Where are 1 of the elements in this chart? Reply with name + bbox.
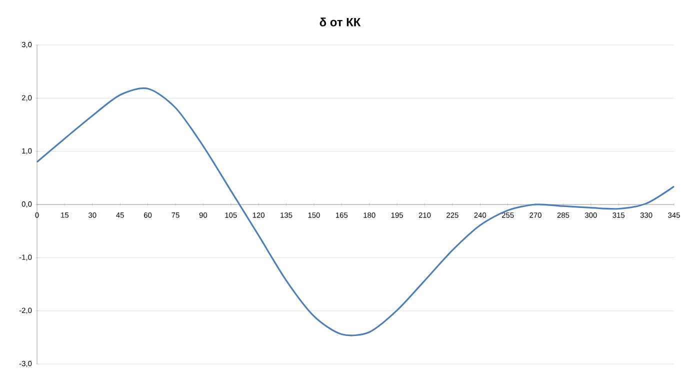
chart-title: δ от КК	[320, 18, 361, 26]
